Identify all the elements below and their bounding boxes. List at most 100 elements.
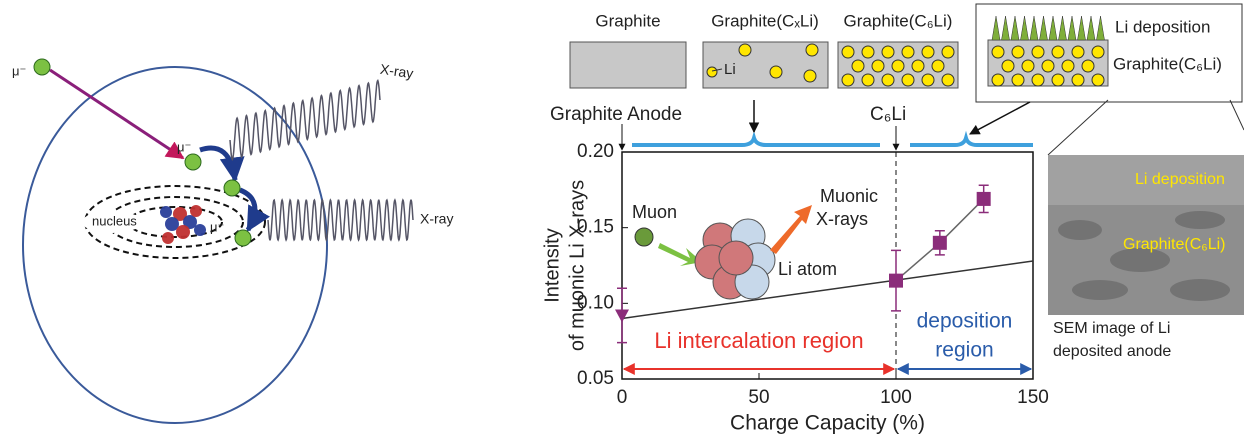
li-spike (1077, 15, 1086, 41)
li-label: Li (724, 61, 736, 78)
muonic-atom-diagram: μ⁻ μ⁻ μ⁻ X-ray X-ray nucleus (12, 58, 453, 424)
li-dot (1051, 45, 1065, 59)
muon-label: μ⁻ (177, 139, 191, 154)
li-dot (941, 45, 955, 59)
annotation: Li intercalation region (654, 328, 863, 353)
li-dot (931, 59, 945, 73)
muon-label: μ⁻ (12, 63, 26, 78)
li-nucleon (718, 240, 754, 276)
annotation: region (935, 339, 993, 362)
li-dot (851, 59, 865, 73)
fit-line (621, 260, 1034, 320)
li-dot (1091, 73, 1105, 87)
li-dot (841, 73, 855, 87)
deposit-label: Graphite(C₆Li) (1113, 54, 1222, 73)
data-point (615, 309, 629, 323)
li-dot (891, 59, 905, 73)
li-dot (861, 73, 875, 87)
deposit-label: Li deposition (1115, 17, 1210, 36)
li-dot (1031, 45, 1045, 59)
li-dot (738, 43, 752, 57)
data-point (889, 273, 903, 288)
li-dot (861, 45, 875, 59)
li-dot (991, 45, 1005, 59)
li-dot (1071, 45, 1085, 59)
li-dot (1021, 59, 1035, 73)
li-spike (1010, 15, 1020, 41)
li-dot (1061, 59, 1075, 73)
li-dot (901, 45, 915, 59)
xray-label: X-ray (379, 61, 414, 82)
muon-arrow (658, 243, 702, 266)
li-dot (769, 65, 783, 79)
y-tick-label: 0.10 (577, 292, 614, 313)
li-dot (921, 45, 935, 59)
li-dot (1011, 73, 1025, 87)
li-dot (1081, 59, 1095, 73)
y-tick-label: 0.15 (577, 217, 614, 238)
li-spike (1086, 15, 1096, 41)
li-dot (841, 45, 855, 59)
li-dot (871, 59, 885, 73)
li-dot (881, 45, 895, 59)
li-spike (1048, 15, 1058, 41)
li-dot (1011, 45, 1025, 59)
li-dot (803, 69, 817, 83)
x-tick-label: 150 (1017, 387, 1049, 408)
data-point (976, 191, 991, 206)
chart: 0.05 0.10 0.15 0.20 0 50 100 150 Charge Capacity… (541, 104, 1049, 435)
sem-overlay: Graphite(C₆Li) (1123, 236, 1225, 253)
li-dot (1041, 59, 1055, 73)
panel-label: Graphite(CₓLi) (711, 11, 819, 30)
li-dot (1001, 59, 1015, 73)
annotation: Muon (632, 202, 677, 222)
y-axis-label: of muonic Li X-rays (566, 180, 588, 351)
annotation: Graphite Anode (550, 104, 682, 125)
li-spike (1020, 15, 1029, 41)
li-dot (1071, 73, 1085, 87)
li-dot (1091, 45, 1105, 59)
li-dot (901, 73, 915, 87)
data-point (932, 235, 947, 250)
annotation: Muonic (820, 186, 878, 206)
li-dot (911, 59, 925, 73)
li-spike (1001, 15, 1010, 41)
li-spike (1067, 15, 1077, 41)
li-dot (921, 73, 935, 87)
plot-frame (621, 151, 1034, 380)
y-axis-label: Intensity (541, 228, 563, 302)
annotation: C₆Li (870, 104, 906, 125)
li-spike (1039, 15, 1048, 41)
muon-label: μ⁻ (210, 219, 224, 234)
li-dot (941, 73, 955, 87)
li-dot (991, 73, 1005, 87)
xray-label: X-ray (420, 211, 453, 227)
x-tick-label: 100 (880, 387, 912, 408)
li-dot (706, 66, 718, 78)
li-spike (1058, 15, 1067, 41)
annotation: deposition (917, 310, 1013, 333)
li-spike (1029, 15, 1039, 41)
sem-caption: SEM image of Li (1053, 320, 1170, 337)
li-dot (1051, 73, 1065, 87)
x-tick-label: 50 (748, 387, 769, 408)
y-tick-label: 0.20 (577, 141, 614, 162)
y-tick-label: 0.05 (577, 368, 614, 389)
li-spike (991, 15, 1001, 41)
panel-label: Graphite (595, 11, 660, 30)
sem-caption: deposited anode (1053, 343, 1171, 360)
annotation: X-rays (816, 209, 868, 229)
li-dot (805, 43, 819, 57)
li-dot (881, 73, 895, 87)
x-axis-label: Charge Capacity (%) (730, 412, 925, 435)
nucleus-label: nucleus (92, 213, 137, 228)
x-tick-label: 0 (617, 387, 628, 408)
sem-overlay: Li deposition (1135, 171, 1225, 188)
panel-label: Graphite(C₆Li) (844, 11, 953, 30)
muon-icon (634, 227, 654, 247)
schematic: Graphite Graphite(CₓLi) Graphite(C₆Li) L… (569, 3, 1243, 147)
sem-image: Li deposition Graphite(C₆Li) SEM image o… (1047, 99, 1244, 360)
li-spike (1096, 15, 1105, 41)
xray-arrow (770, 205, 812, 254)
